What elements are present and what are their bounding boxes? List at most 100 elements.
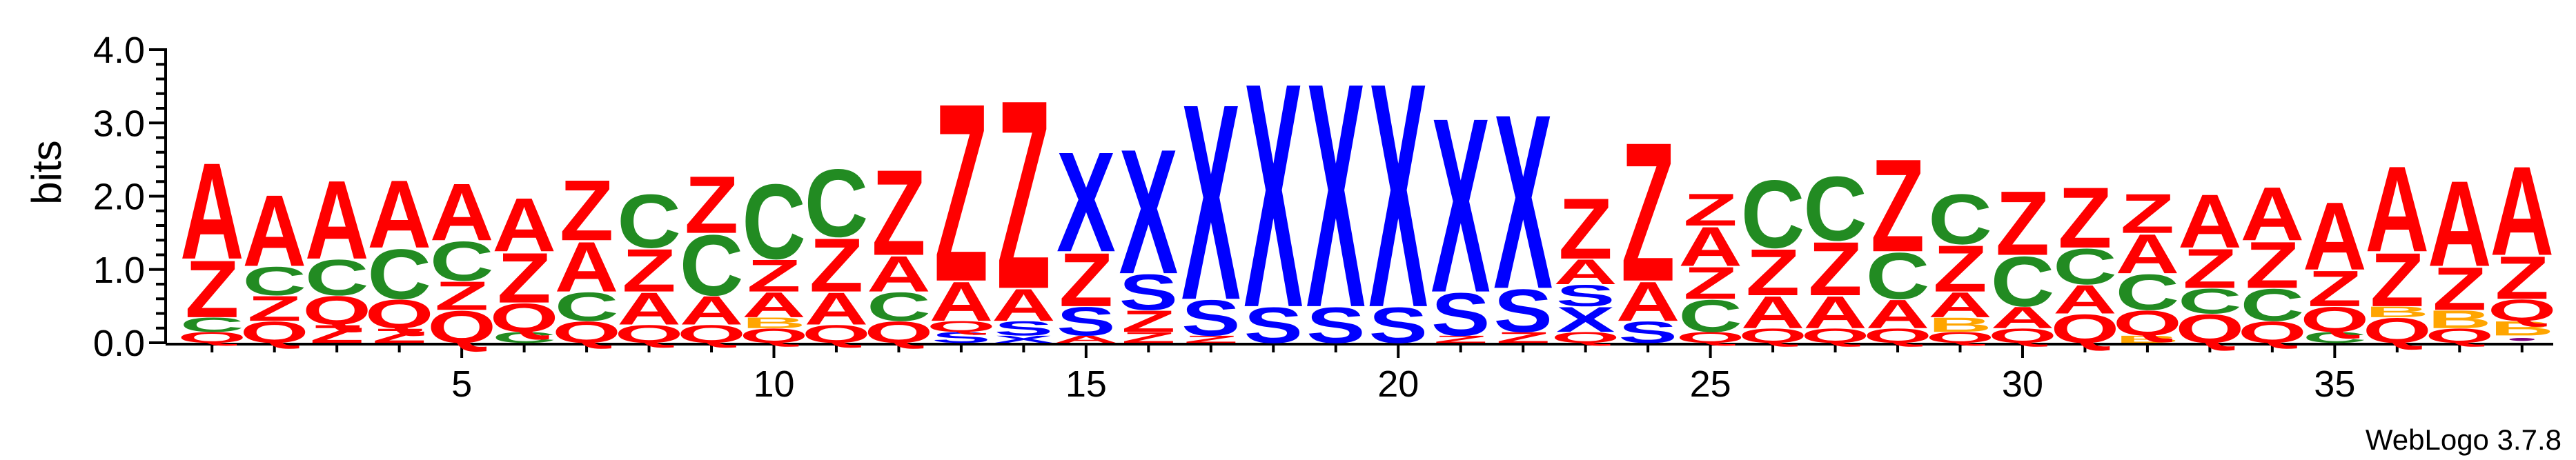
logo-letter-q: Q xyxy=(740,324,809,347)
x-tick-label: 20 xyxy=(1377,363,1419,405)
logo-letter-c: C xyxy=(180,313,244,336)
logo-letter-q: Q xyxy=(927,318,996,335)
logo-letter-c: C xyxy=(742,162,806,281)
x-tick-label: 30 xyxy=(2002,363,2043,405)
logo-letter-a: A xyxy=(555,227,619,306)
logo-letter-z: Z xyxy=(2370,238,2424,323)
logo-letter-c: C xyxy=(2116,264,2180,321)
axes: 0.0 1.0 2.0 3.0 4.0 5 10 15 20 25 30 35 xyxy=(93,30,2553,405)
logo-letter-q: Q xyxy=(2176,306,2245,352)
logo-letter-x: X xyxy=(994,334,1054,345)
logo-letter-z: Z xyxy=(934,50,988,335)
logo-letter-s: S xyxy=(1181,290,1241,346)
logo-letter-z: Z xyxy=(1059,238,1113,323)
logo-letter-x: X xyxy=(1306,17,1366,374)
logo-letter-a: A xyxy=(2365,141,2429,277)
logo-letter-z: Z xyxy=(2495,244,2549,312)
logo-letter-s: S xyxy=(1056,299,1116,345)
logo-letter-x: X xyxy=(1556,299,1615,339)
logo-letter-a: A xyxy=(805,283,869,334)
y-tick-label: 0.0 xyxy=(93,323,145,364)
logo-letter-b: B xyxy=(2428,306,2492,334)
logo-letter-a: A xyxy=(2053,277,2117,323)
logo-letter-b: B xyxy=(742,314,806,332)
logo-letter-s: S xyxy=(1556,279,1615,312)
y-tick-label: 2.0 xyxy=(93,177,145,218)
logo-letter-a: A xyxy=(930,270,994,333)
x-tick-label: 5 xyxy=(451,363,472,405)
logo-letter-z: Z xyxy=(1871,131,1925,279)
logo-letter-a: A xyxy=(2303,183,2367,290)
logo-letter-q: Q xyxy=(365,292,434,337)
logo-letter-a: A xyxy=(680,288,744,334)
logo-letter-a: A xyxy=(2490,139,2554,282)
logo-letter-q: Q xyxy=(1926,329,1995,346)
logo-letter-a: A xyxy=(430,167,494,258)
logo-letter-z: Z xyxy=(685,159,738,250)
logo-letter-s: S xyxy=(1119,264,1179,321)
logo-letter-c: C xyxy=(680,217,744,313)
logo-letter-z: Z xyxy=(372,324,426,347)
logo-glyphs: QCZAQZCAZQCAZQCAQZCACQZAQCAZQAZCQACZQBAZ… xyxy=(177,17,2556,374)
logo-letter-q: Q xyxy=(2363,310,2432,350)
logo-letter-x: X xyxy=(1431,66,1491,345)
logo-letter-z: Z xyxy=(1746,236,1800,310)
logo-letter-a: A xyxy=(367,161,431,268)
logo-letter-c: C xyxy=(805,150,869,257)
logo-letter-z: Z xyxy=(248,288,302,328)
logo-letter-c: C xyxy=(2053,239,2117,295)
logo-letter-z: Z xyxy=(2183,237,2236,300)
logo-letter-q: Q xyxy=(802,320,871,348)
logo-letter-q: Q xyxy=(302,288,371,334)
logo-letter-a: A xyxy=(1991,301,2055,334)
logo-letter-q: Q xyxy=(2051,306,2120,352)
weblogo-credit: WebLogo 3.7.8 xyxy=(2366,423,2562,456)
logo-letter-a: A xyxy=(992,279,1056,330)
logo-letter-q: Q xyxy=(1738,324,1807,347)
y-tick-label: 1.0 xyxy=(93,250,145,291)
logo-letter-z: Z xyxy=(1558,180,1612,277)
logo-letter-q: Q xyxy=(240,315,309,349)
logo-letter-q: Q xyxy=(865,315,934,349)
logo-letter-z: Z xyxy=(622,237,676,305)
logo-letter-s: S xyxy=(1306,297,1366,354)
logo-letter-a: A xyxy=(1616,270,1680,333)
logo-letter-a: A xyxy=(2428,155,2492,292)
logo-letter-z: Z xyxy=(310,320,364,348)
logo-letter-z: Z xyxy=(1996,172,2049,274)
logo-letter-z: Z xyxy=(1184,334,1238,345)
logo-letter-z: Z xyxy=(1121,304,1175,338)
logo-letter-q: Q xyxy=(2238,315,2307,349)
logo-letter-s: S xyxy=(932,329,991,346)
logo-letter-q: Q xyxy=(615,320,684,348)
x-tick-label: 25 xyxy=(1690,363,1731,405)
logo-letter-c: C xyxy=(617,179,681,264)
logo-letter-z: Z xyxy=(497,238,551,317)
logo-letter-q: Q xyxy=(427,301,496,352)
logo-letter-a: A xyxy=(1553,252,1618,292)
logo-letter-c: C xyxy=(242,259,306,304)
logo-letter-a: A xyxy=(1678,215,1742,278)
logo-letter-z: Z xyxy=(747,250,800,301)
logo-letter-a: A xyxy=(242,174,306,288)
logo-letter-q: Q xyxy=(1676,329,1745,346)
y-tick-label: 4.0 xyxy=(93,30,145,71)
logo-letter-x: X xyxy=(1181,46,1241,358)
logo-letter-c: C xyxy=(555,285,619,330)
x-tick-label: 15 xyxy=(1065,363,1107,405)
logo-letter-c: C xyxy=(1991,242,2055,321)
logo-letter-z: Z xyxy=(872,144,925,281)
logo-letter-z: Z xyxy=(2432,255,2486,323)
logo-letter-x: X xyxy=(1244,17,1304,374)
logo-letter-s: S xyxy=(1244,297,1304,354)
logo-letter-c: C xyxy=(2178,281,2242,321)
logo-letter-z: Z xyxy=(185,244,239,335)
logo-letter-q: Q xyxy=(1551,329,1620,346)
logo-letter-a: A xyxy=(742,285,806,325)
logo-letter-z: Z xyxy=(1808,227,1862,312)
logo-letter-c: C xyxy=(492,329,556,346)
y-tick-label: 3.0 xyxy=(93,103,145,144)
y-axis-label: bits xyxy=(23,140,70,204)
logo-letter-s: S xyxy=(1431,281,1491,349)
